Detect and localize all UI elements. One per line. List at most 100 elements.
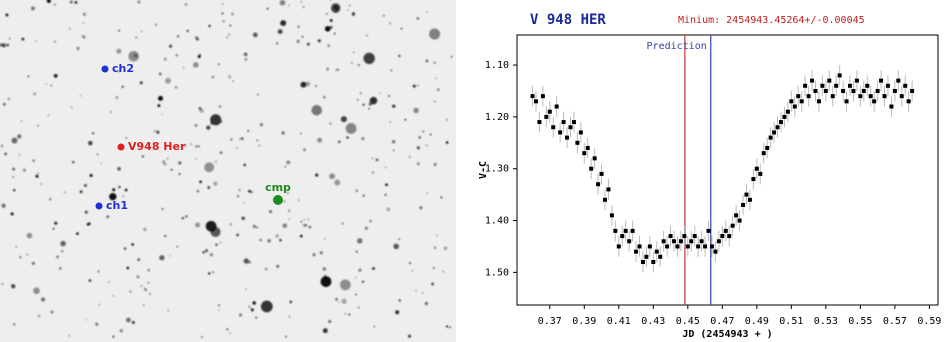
star xyxy=(282,131,285,134)
star xyxy=(409,262,411,264)
star xyxy=(372,157,374,159)
data-point xyxy=(834,84,838,88)
star xyxy=(426,144,428,146)
star xyxy=(137,258,140,261)
data-point xyxy=(896,79,900,83)
star xyxy=(213,182,217,186)
x-tick-label: 0.55 xyxy=(848,316,872,327)
star xyxy=(288,5,289,6)
data-point xyxy=(638,244,642,248)
data-point xyxy=(617,244,621,248)
data-point xyxy=(751,177,755,181)
data-point xyxy=(551,125,555,129)
star xyxy=(261,301,273,313)
star xyxy=(422,131,424,133)
star xyxy=(51,85,53,87)
data-point xyxy=(765,146,769,150)
star xyxy=(36,175,39,178)
star xyxy=(431,283,434,286)
star xyxy=(208,25,210,27)
star xyxy=(257,94,258,95)
data-point xyxy=(686,244,690,248)
star xyxy=(276,42,278,44)
y-tick-label: 1.20 xyxy=(485,112,509,123)
data-point xyxy=(620,234,624,238)
data-point xyxy=(613,229,617,233)
star xyxy=(236,234,239,237)
star xyxy=(311,105,321,115)
star xyxy=(164,163,167,166)
star xyxy=(417,146,420,149)
star xyxy=(341,116,347,122)
star xyxy=(324,275,326,277)
data-point xyxy=(796,94,800,98)
star xyxy=(1,145,3,147)
star xyxy=(393,150,394,151)
star xyxy=(289,219,290,220)
data-point xyxy=(544,115,548,119)
star xyxy=(49,198,52,201)
star xyxy=(228,75,231,78)
data-point xyxy=(748,198,752,202)
star xyxy=(81,35,82,36)
star xyxy=(277,234,278,235)
star xyxy=(140,285,142,287)
star xyxy=(56,256,59,259)
data-point xyxy=(572,120,576,124)
star xyxy=(395,310,399,314)
star xyxy=(345,313,346,314)
star xyxy=(398,299,400,301)
star xyxy=(312,253,315,256)
star xyxy=(243,202,244,203)
star xyxy=(116,96,119,99)
star xyxy=(286,161,290,165)
star xyxy=(167,158,168,159)
data-point xyxy=(776,125,780,129)
star xyxy=(337,69,339,71)
data-point xyxy=(817,99,821,103)
data-point xyxy=(703,244,707,248)
star xyxy=(369,220,372,223)
star xyxy=(353,12,355,14)
star xyxy=(237,148,238,149)
star xyxy=(19,256,21,258)
star xyxy=(27,254,29,256)
star xyxy=(108,281,109,282)
star xyxy=(222,3,223,4)
star xyxy=(141,31,142,32)
star xyxy=(112,188,115,191)
star xyxy=(76,232,79,235)
star xyxy=(218,309,219,310)
x-tick-label: 0.45 xyxy=(676,316,700,327)
screen: ch2V948 Herch1cmp V 948 HERMinium: 24549… xyxy=(0,0,945,342)
x-tick-label: 0.39 xyxy=(572,316,596,327)
star xyxy=(186,30,188,32)
star xyxy=(17,134,21,138)
star xyxy=(307,43,310,46)
star xyxy=(89,279,92,282)
star xyxy=(110,111,112,113)
star xyxy=(92,132,94,134)
star xyxy=(245,58,248,61)
star xyxy=(372,171,374,173)
data-point xyxy=(758,172,762,176)
star xyxy=(419,206,422,209)
light-curve: V 948 HERMinium: 2454943.45264+/-0.00045… xyxy=(478,12,941,340)
star xyxy=(243,164,246,167)
star xyxy=(304,219,305,220)
star xyxy=(167,310,169,312)
star xyxy=(379,92,380,93)
star xyxy=(338,302,339,303)
star xyxy=(388,95,390,97)
star xyxy=(389,22,391,24)
star xyxy=(300,235,303,238)
data-point xyxy=(845,99,849,103)
data-point xyxy=(555,105,559,109)
star xyxy=(83,36,86,39)
star xyxy=(303,6,304,7)
star xyxy=(301,82,307,88)
data-point xyxy=(848,84,852,88)
star xyxy=(36,40,37,41)
star xyxy=(175,86,177,88)
star xyxy=(434,247,436,249)
